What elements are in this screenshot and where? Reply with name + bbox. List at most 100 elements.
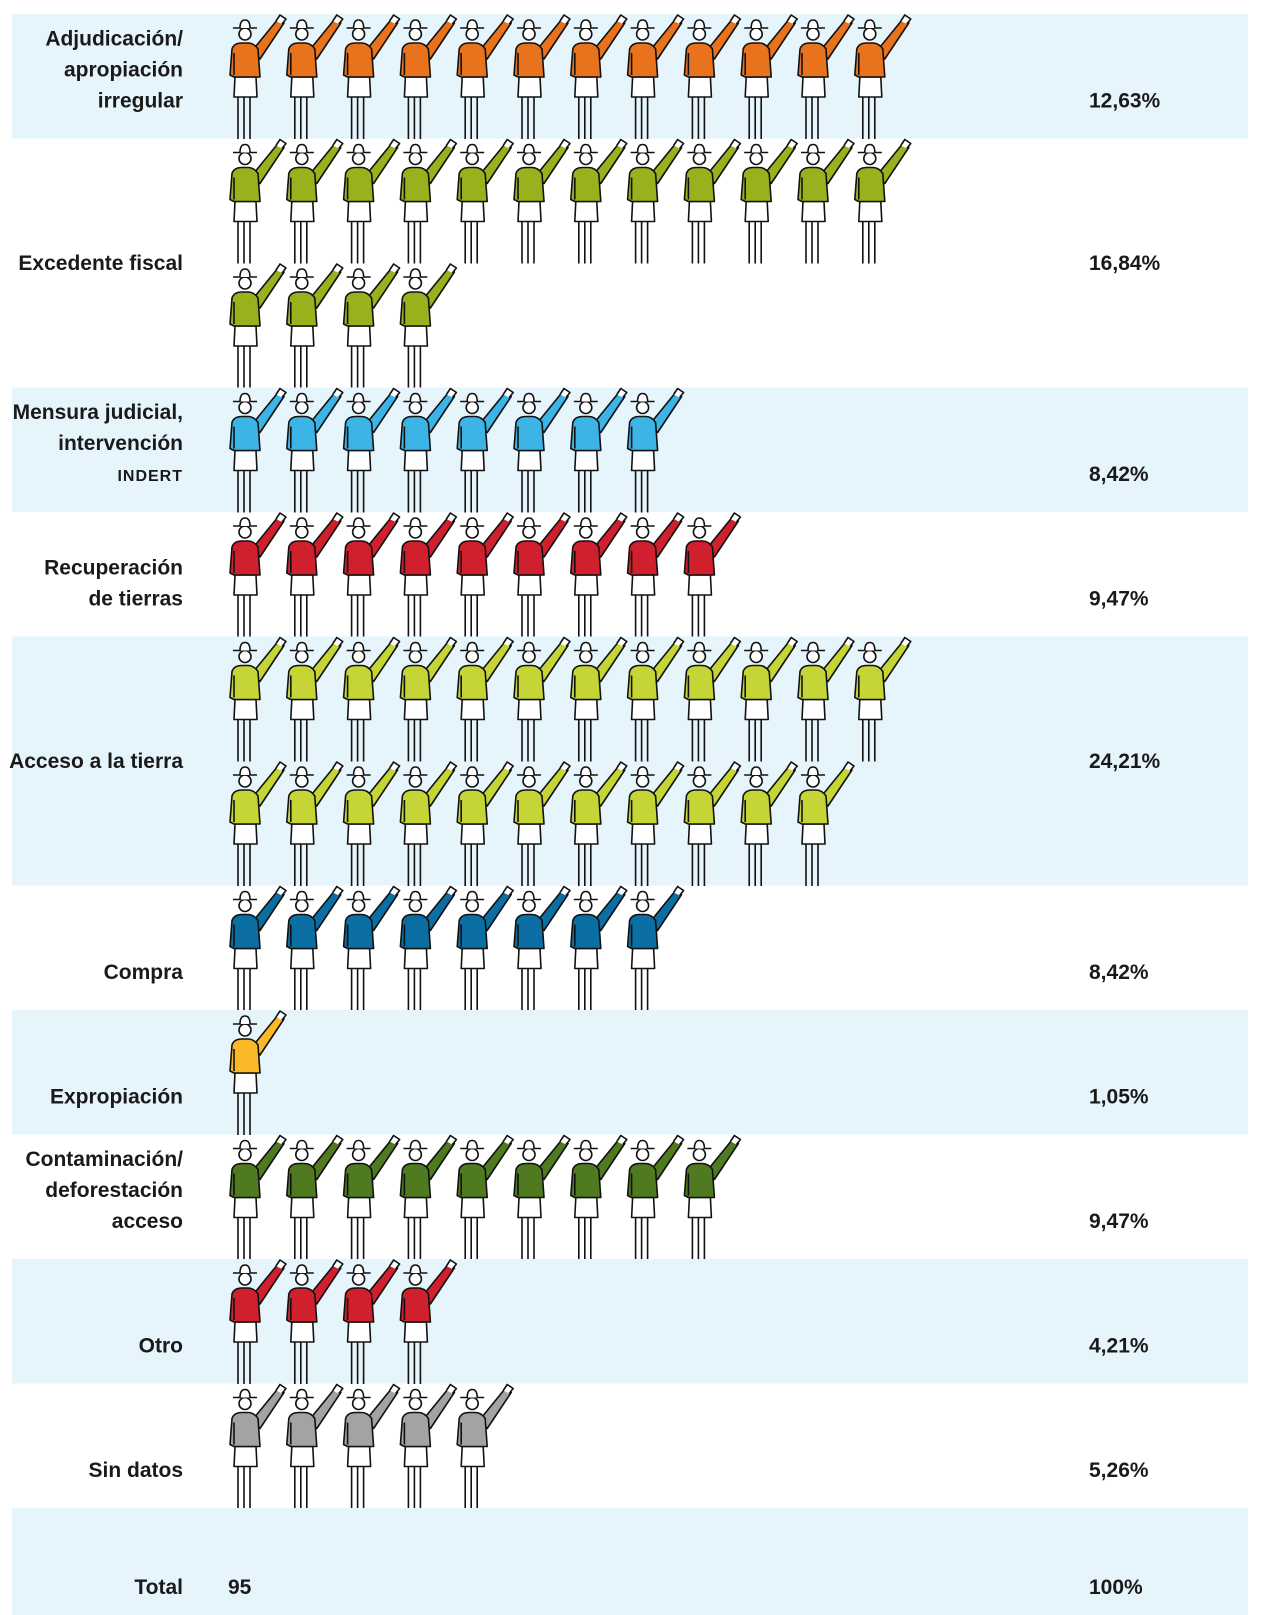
skirt (289, 325, 315, 347)
shirt (626, 789, 659, 825)
head (862, 649, 877, 664)
hat-crown (523, 890, 535, 900)
shirt (456, 540, 489, 576)
skirt (233, 947, 258, 970)
hat-crown (636, 143, 649, 153)
person-icon (285, 761, 344, 886)
hat-crown (352, 890, 365, 900)
shirt (569, 166, 602, 203)
shirt (399, 540, 432, 576)
shirt (853, 166, 886, 203)
person-icon (740, 636, 799, 762)
person-icon (342, 263, 401, 388)
shirt (683, 789, 716, 825)
hand (388, 512, 401, 523)
person-icon (229, 1259, 287, 1384)
icon-group (229, 1383, 515, 1509)
person-icon (229, 1010, 287, 1135)
hand (616, 14, 628, 25)
person-icon (683, 761, 742, 886)
hat-crown (579, 19, 592, 29)
head (806, 774, 820, 788)
shirt (342, 1411, 375, 1448)
hand (332, 1383, 344, 1394)
skirt (573, 823, 599, 845)
head (465, 898, 480, 913)
shirt (399, 166, 432, 203)
person-icon (569, 512, 628, 637)
head (578, 774, 593, 788)
head (465, 649, 480, 664)
person-icon (229, 263, 287, 388)
hand (275, 512, 287, 523)
shirt (797, 42, 829, 78)
person-icon (342, 761, 401, 886)
shirt (399, 664, 432, 701)
head (294, 774, 309, 788)
skirt (517, 947, 542, 970)
shirt (626, 166, 659, 203)
person-icon (569, 636, 628, 762)
person-icon (399, 636, 458, 762)
head (578, 525, 593, 539)
head (408, 276, 423, 290)
skirt (346, 823, 372, 845)
category-label: Otro (139, 1335, 183, 1358)
person-icon (285, 512, 344, 637)
skirt (573, 947, 599, 970)
hat-crown (295, 766, 308, 776)
person-icon (456, 138, 515, 264)
percent-label: 8,42% (1089, 961, 1149, 984)
shirt (740, 42, 773, 78)
shirt (569, 415, 602, 452)
shirt (229, 291, 261, 327)
hat-crown (239, 19, 251, 29)
person-icon (342, 1134, 401, 1260)
skirt (289, 698, 315, 721)
shirt (342, 291, 375, 327)
shirt (342, 166, 375, 203)
person-icon (626, 387, 685, 513)
category-label: acceso (112, 1210, 183, 1233)
person-icon (399, 1259, 458, 1384)
shirt (626, 415, 659, 452)
shirt (285, 1411, 318, 1448)
head (408, 1396, 423, 1411)
hand (388, 263, 401, 274)
hand (616, 636, 628, 647)
hat-crown (523, 1139, 535, 1149)
shirt (399, 291, 432, 327)
skirt (460, 698, 486, 721)
hat-crown (693, 766, 706, 776)
shirt (626, 664, 659, 701)
hat-crown (636, 1139, 649, 1149)
hat-crown (693, 517, 706, 527)
person-icon (342, 138, 401, 264)
icon-group (229, 885, 685, 1011)
person-icon (853, 14, 912, 139)
skirt (573, 698, 599, 721)
skirt (233, 325, 258, 347)
head (578, 649, 593, 664)
skirt (744, 823, 770, 845)
skirt (630, 1196, 656, 1219)
hat-crown (807, 766, 819, 776)
hand (388, 1134, 401, 1145)
shirt (569, 540, 602, 576)
hat-crown (239, 268, 251, 278)
skirt (630, 76, 656, 98)
hand (445, 1259, 458, 1270)
hat-crown (750, 19, 763, 29)
shirt (342, 664, 375, 701)
skirt (630, 698, 656, 721)
person-icon (456, 512, 515, 637)
hat-crown (352, 268, 365, 278)
skirt (233, 698, 258, 721)
person-icon (229, 636, 287, 762)
shirt (513, 166, 545, 203)
head (635, 400, 650, 415)
hand (388, 636, 401, 647)
shirt (229, 415, 261, 452)
head (294, 276, 309, 290)
skirt (346, 1321, 372, 1343)
